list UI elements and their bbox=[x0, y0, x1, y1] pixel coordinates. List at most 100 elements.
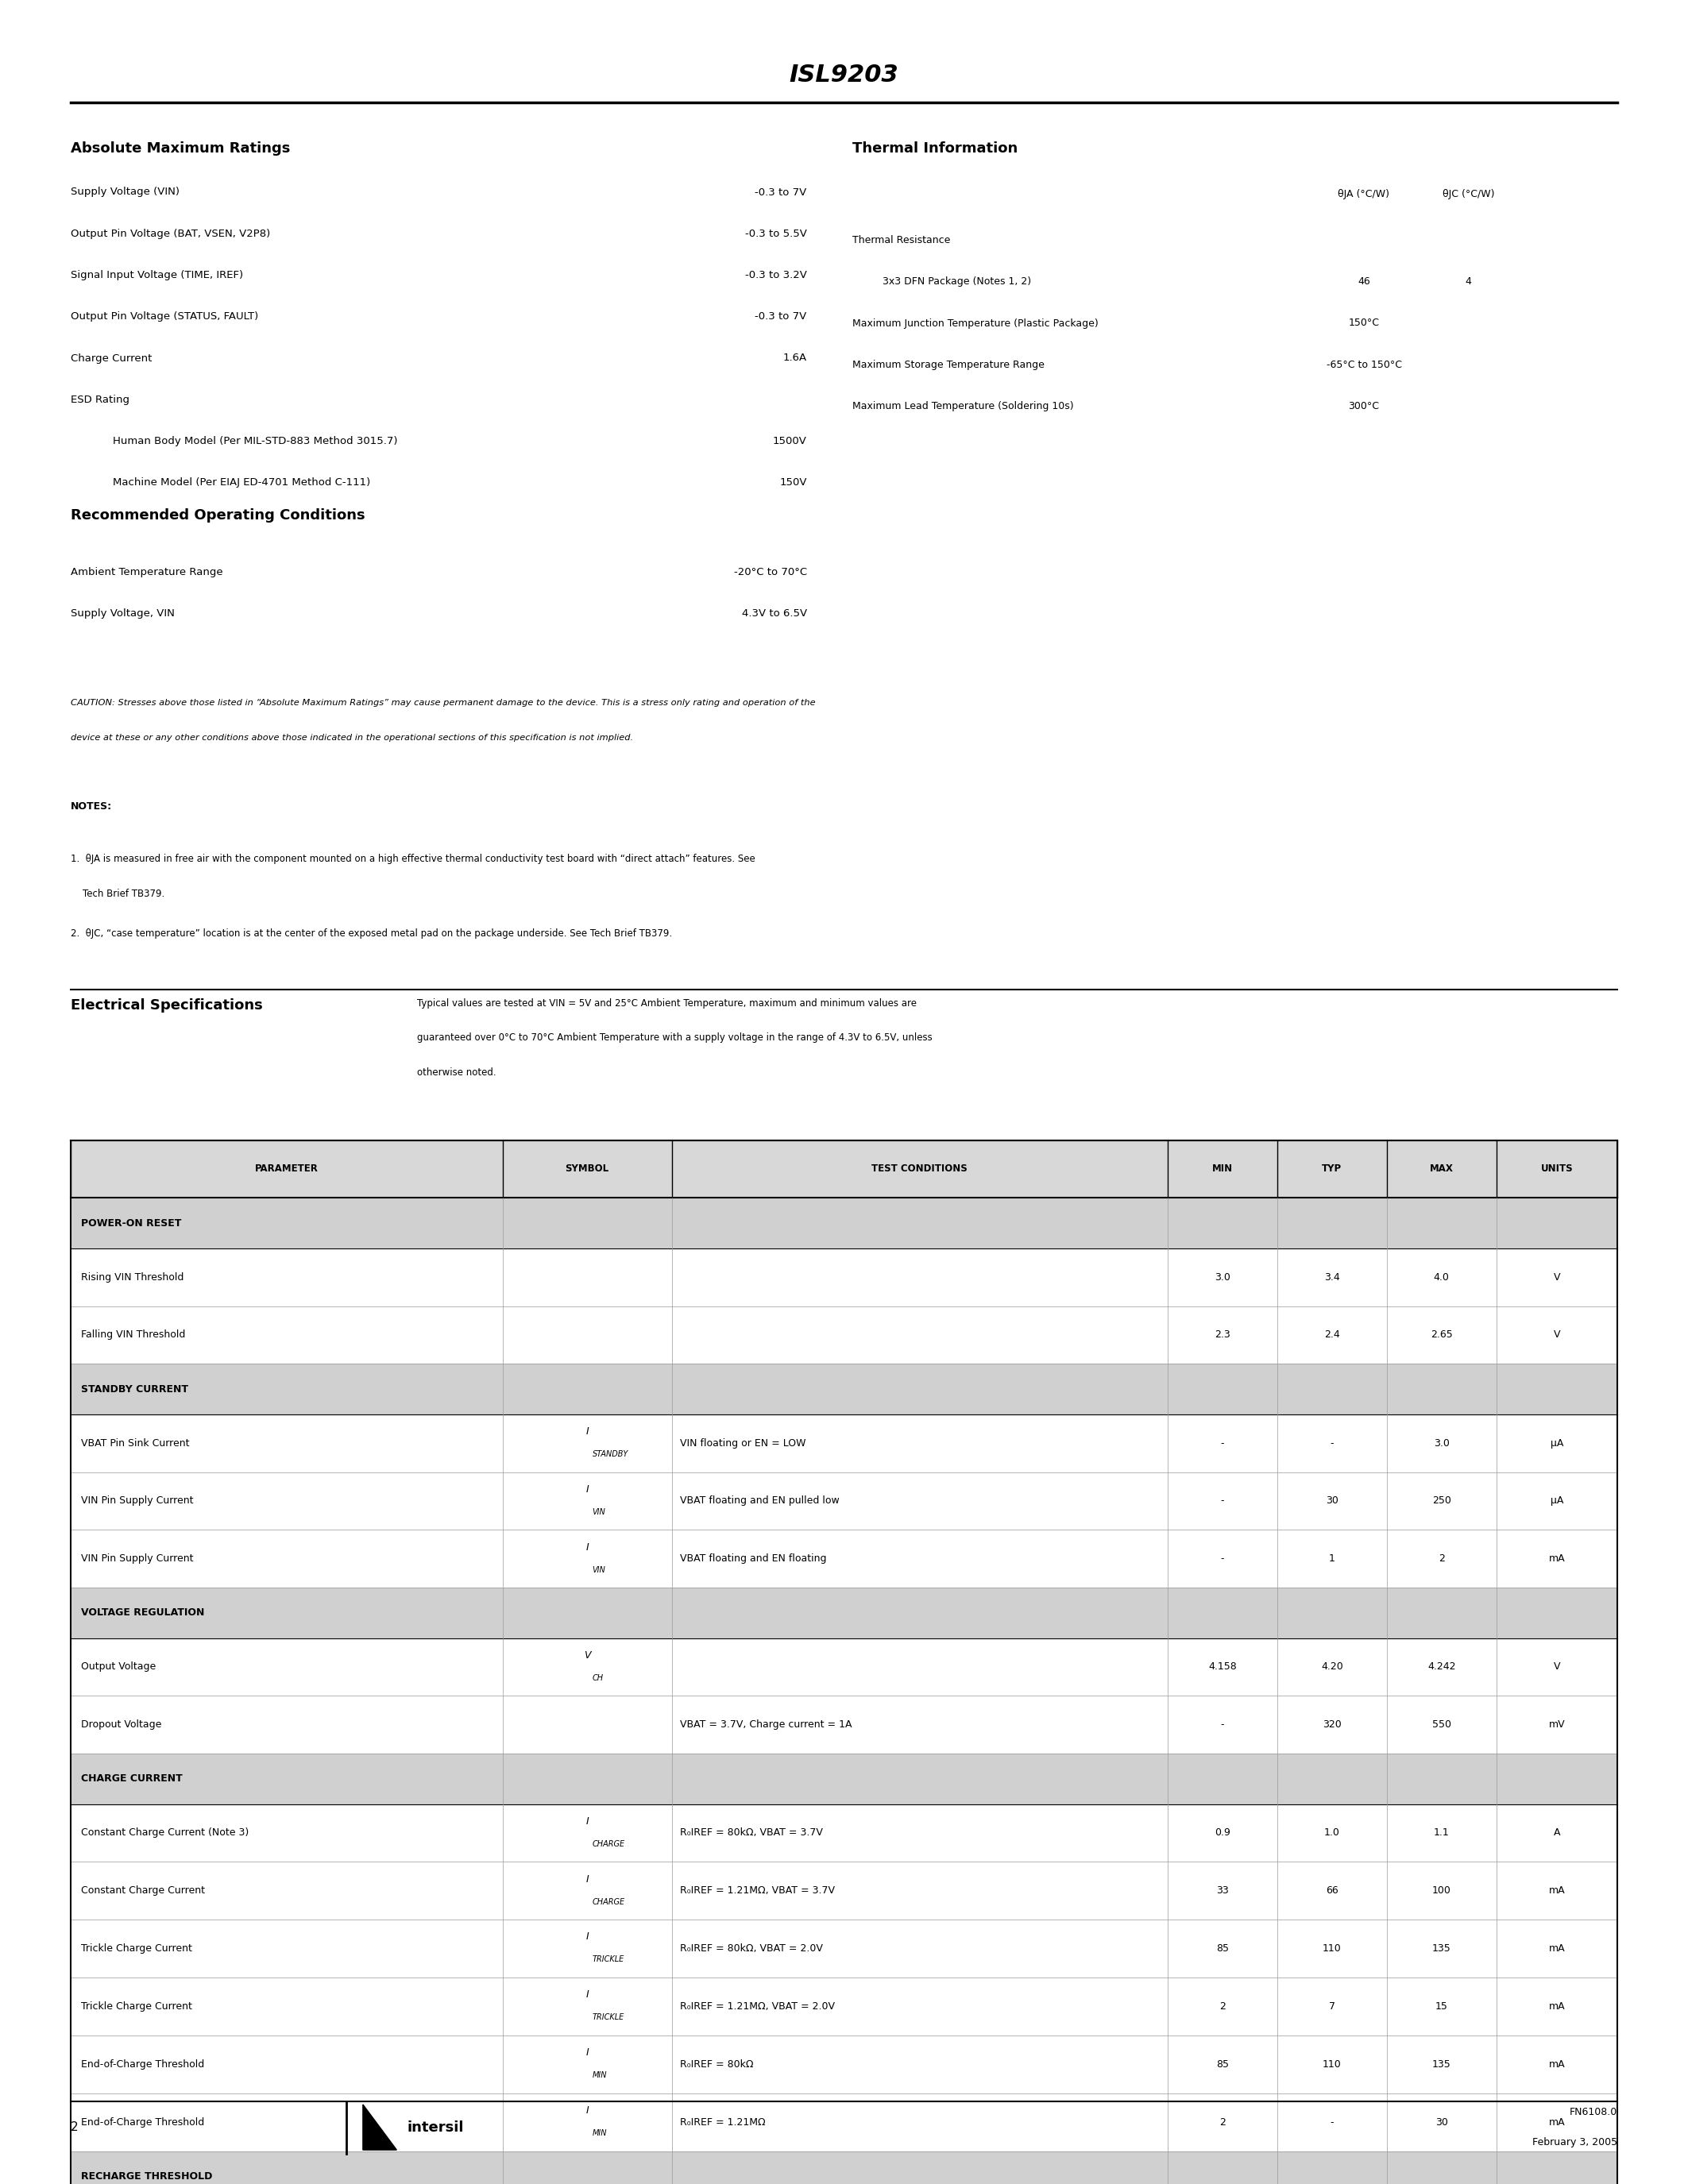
Text: MIN: MIN bbox=[592, 2129, 608, 2138]
Text: VIN Pin Supply Current: VIN Pin Supply Current bbox=[81, 1496, 194, 1507]
Text: 110: 110 bbox=[1323, 2060, 1342, 2070]
Text: I: I bbox=[586, 1485, 589, 1494]
Text: I: I bbox=[586, 2105, 589, 2116]
Text: STANDBY CURRENT: STANDBY CURRENT bbox=[81, 1385, 189, 1393]
Text: mV: mV bbox=[1548, 1719, 1565, 1730]
Text: Charge Current: Charge Current bbox=[71, 354, 152, 363]
Text: POWER-ON RESET: POWER-ON RESET bbox=[81, 1219, 181, 1227]
Text: 4.0: 4.0 bbox=[1433, 1271, 1450, 1282]
Text: -65°C to 150°C: -65°C to 150°C bbox=[1327, 360, 1401, 369]
Text: mA: mA bbox=[1548, 1944, 1565, 1955]
Text: ISL9203: ISL9203 bbox=[790, 63, 898, 87]
Text: 135: 135 bbox=[1431, 1944, 1452, 1955]
Text: Trickle Charge Current: Trickle Charge Current bbox=[81, 2001, 192, 2011]
Text: mA: mA bbox=[1548, 2116, 1565, 2127]
Text: θJC (°C/W): θJC (°C/W) bbox=[1443, 190, 1494, 199]
Bar bbox=[71, 1199, 1617, 1249]
Text: mA: mA bbox=[1548, 1553, 1565, 1564]
Text: CH: CH bbox=[592, 1673, 603, 1682]
Text: 33: 33 bbox=[1217, 1885, 1229, 1896]
Text: 150V: 150V bbox=[780, 478, 807, 487]
Text: 1.0: 1.0 bbox=[1323, 1828, 1340, 1839]
Text: R₀IREF = 80kΩ, VBAT = 3.7V: R₀IREF = 80kΩ, VBAT = 3.7V bbox=[680, 1828, 824, 1839]
Text: 2.  θJC, “case temperature” location is at the center of the exposed metal pad o: 2. θJC, “case temperature” location is a… bbox=[71, 928, 672, 939]
Text: R₀IREF = 1.21MΩ: R₀IREF = 1.21MΩ bbox=[680, 2116, 766, 2127]
Bar bbox=[71, 1754, 1617, 1804]
Text: Typical values are tested at VIN = 5V and 25°C Ambient Temperature, maximum and : Typical values are tested at VIN = 5V an… bbox=[417, 998, 917, 1009]
Text: A: A bbox=[1553, 1828, 1560, 1839]
Text: 1: 1 bbox=[1328, 1553, 1335, 1564]
Text: Rising VIN Threshold: Rising VIN Threshold bbox=[81, 1271, 184, 1282]
Text: V: V bbox=[1553, 1330, 1560, 1341]
Text: 300°C: 300°C bbox=[1349, 402, 1379, 411]
Text: 2: 2 bbox=[1438, 1553, 1445, 1564]
Text: TYP: TYP bbox=[1322, 1164, 1342, 1175]
Text: Ambient Temperature Range: Ambient Temperature Range bbox=[71, 568, 223, 577]
Text: ESD Rating: ESD Rating bbox=[71, 395, 130, 404]
Text: V: V bbox=[1553, 1271, 1560, 1282]
Text: θJA (°C/W): θJA (°C/W) bbox=[1339, 190, 1389, 199]
Bar bbox=[71, 2151, 1617, 2184]
Text: -: - bbox=[1220, 1719, 1224, 1730]
Text: VIN: VIN bbox=[592, 1507, 606, 1516]
Text: 15: 15 bbox=[1435, 2001, 1448, 2011]
Text: 550: 550 bbox=[1431, 1719, 1452, 1730]
Text: Maximum Lead Temperature (Soldering 10s): Maximum Lead Temperature (Soldering 10s) bbox=[852, 402, 1074, 411]
Bar bbox=[71, 1365, 1617, 1415]
Bar bbox=[71, 1140, 1617, 1199]
Text: R₀IREF = 1.21MΩ, VBAT = 2.0V: R₀IREF = 1.21MΩ, VBAT = 2.0V bbox=[680, 2001, 836, 2011]
Text: I: I bbox=[586, 1542, 589, 1553]
Text: Supply Voltage (VIN): Supply Voltage (VIN) bbox=[71, 188, 179, 197]
Text: End-of-Charge Threshold: End-of-Charge Threshold bbox=[81, 2116, 204, 2127]
Text: 320: 320 bbox=[1323, 1719, 1342, 1730]
Text: VBAT = 3.7V, Charge current = 1A: VBAT = 3.7V, Charge current = 1A bbox=[680, 1719, 852, 1730]
Text: VBAT floating and EN pulled low: VBAT floating and EN pulled low bbox=[680, 1496, 839, 1507]
Text: Signal Input Voltage (TIME, IREF): Signal Input Voltage (TIME, IREF) bbox=[71, 271, 243, 280]
Text: -: - bbox=[1220, 1553, 1224, 1564]
Text: 4.3V to 6.5V: 4.3V to 6.5V bbox=[741, 609, 807, 618]
Text: -0.3 to 7V: -0.3 to 7V bbox=[755, 188, 807, 197]
Text: Constant Charge Current: Constant Charge Current bbox=[81, 1885, 204, 1896]
Text: Tech Brief TB379.: Tech Brief TB379. bbox=[71, 889, 165, 900]
Text: TRICKLE: TRICKLE bbox=[592, 1955, 625, 1963]
Text: 2.4: 2.4 bbox=[1323, 1330, 1340, 1341]
Text: RECHARGE THRESHOLD: RECHARGE THRESHOLD bbox=[81, 2171, 213, 2182]
Text: Electrical Specifications: Electrical Specifications bbox=[71, 998, 263, 1013]
Text: Trickle Charge Current: Trickle Charge Current bbox=[81, 1944, 192, 1955]
Text: 3.0: 3.0 bbox=[1215, 1271, 1231, 1282]
Text: TRICKLE: TRICKLE bbox=[592, 2014, 625, 2022]
Text: 150°C: 150°C bbox=[1349, 319, 1379, 328]
Text: Output Voltage: Output Voltage bbox=[81, 1662, 155, 1673]
Text: VIN floating or EN = LOW: VIN floating or EN = LOW bbox=[680, 1437, 805, 1448]
Text: device at these or any other conditions above those indicated in the operational: device at these or any other conditions … bbox=[71, 734, 633, 743]
Text: intersil: intersil bbox=[407, 2121, 464, 2134]
Text: TEST CONDITIONS: TEST CONDITIONS bbox=[871, 1164, 967, 1175]
Text: CAUTION: Stresses above those listed in “Absolute Maximum Ratings” may cause per: CAUTION: Stresses above those listed in … bbox=[71, 699, 815, 708]
Text: February 3, 2005: February 3, 2005 bbox=[1533, 2138, 1617, 2147]
Text: 4.20: 4.20 bbox=[1322, 1662, 1344, 1673]
Text: 1.1: 1.1 bbox=[1433, 1828, 1450, 1839]
Text: Maximum Storage Temperature Range: Maximum Storage Temperature Range bbox=[852, 360, 1045, 369]
Text: mA: mA bbox=[1548, 1885, 1565, 1896]
Text: V: V bbox=[584, 1651, 591, 1660]
Text: 0.9: 0.9 bbox=[1215, 1828, 1231, 1839]
Text: VIN: VIN bbox=[592, 1566, 606, 1575]
Text: mA: mA bbox=[1548, 2001, 1565, 2011]
Text: -0.3 to 5.5V: -0.3 to 5.5V bbox=[744, 229, 807, 238]
Text: Output Pin Voltage (STATUS, FAULT): Output Pin Voltage (STATUS, FAULT) bbox=[71, 312, 258, 321]
Text: PARAMETER: PARAMETER bbox=[255, 1164, 319, 1175]
Text: 135: 135 bbox=[1431, 2060, 1452, 2070]
Text: -: - bbox=[1330, 1437, 1334, 1448]
Text: I: I bbox=[586, 1990, 589, 2001]
Text: VIN Pin Supply Current: VIN Pin Supply Current bbox=[81, 1553, 194, 1564]
Text: Human Body Model (Per MIL-STD-883 Method 3015.7): Human Body Model (Per MIL-STD-883 Method… bbox=[113, 437, 398, 446]
Text: -: - bbox=[1330, 2116, 1334, 2127]
Text: Thermal Information: Thermal Information bbox=[852, 142, 1018, 155]
Text: 2.65: 2.65 bbox=[1430, 1330, 1453, 1341]
Text: MAX: MAX bbox=[1430, 1164, 1453, 1175]
Text: Constant Charge Current (Note 3): Constant Charge Current (Note 3) bbox=[81, 1828, 248, 1839]
Text: VOLTAGE REGULATION: VOLTAGE REGULATION bbox=[81, 1607, 204, 1618]
Text: 1500V: 1500V bbox=[773, 437, 807, 446]
Text: R₀IREF = 80kΩ: R₀IREF = 80kΩ bbox=[680, 2060, 753, 2070]
Text: V: V bbox=[1553, 1662, 1560, 1673]
